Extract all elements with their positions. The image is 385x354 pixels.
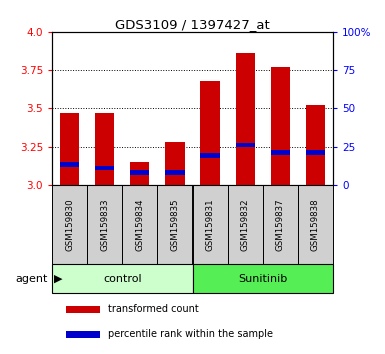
Bar: [122, 185, 157, 264]
Bar: [263, 185, 298, 264]
Bar: [87, 185, 122, 264]
Bar: [66, 331, 100, 338]
Bar: [306, 150, 325, 155]
Bar: [60, 113, 79, 185]
Text: GSM159837: GSM159837: [276, 198, 285, 251]
Text: ▶: ▶: [54, 274, 62, 284]
Bar: [165, 170, 184, 175]
Bar: [298, 185, 333, 264]
Bar: [201, 81, 220, 185]
Text: control: control: [103, 274, 142, 284]
Bar: [130, 170, 149, 175]
Text: percentile rank within the sample: percentile rank within the sample: [108, 330, 273, 339]
Text: transformed count: transformed count: [108, 304, 199, 314]
Bar: [201, 153, 220, 158]
Text: agent: agent: [16, 274, 48, 284]
Bar: [60, 162, 79, 167]
Bar: [236, 53, 255, 185]
Bar: [192, 185, 228, 264]
Text: GSM159834: GSM159834: [135, 198, 144, 251]
Bar: [271, 150, 290, 155]
Text: GSM159831: GSM159831: [206, 198, 214, 251]
Bar: [236, 143, 255, 148]
Text: GSM159838: GSM159838: [311, 198, 320, 251]
Title: GDS3109 / 1397427_at: GDS3109 / 1397427_at: [115, 18, 270, 31]
Text: GSM159830: GSM159830: [65, 198, 74, 251]
Bar: [157, 185, 192, 264]
Text: Sunitinib: Sunitinib: [238, 274, 287, 284]
Text: GSM159835: GSM159835: [171, 198, 179, 251]
Bar: [95, 166, 114, 170]
Bar: [165, 142, 184, 185]
Bar: [52, 185, 87, 264]
Bar: [271, 67, 290, 185]
Text: GSM159833: GSM159833: [100, 198, 109, 251]
Bar: [306, 105, 325, 185]
Bar: [52, 264, 192, 293]
Bar: [228, 185, 263, 264]
Bar: [130, 162, 149, 185]
Bar: [95, 113, 114, 185]
Bar: [192, 264, 333, 293]
Bar: [66, 306, 100, 313]
Text: GSM159832: GSM159832: [241, 198, 250, 251]
